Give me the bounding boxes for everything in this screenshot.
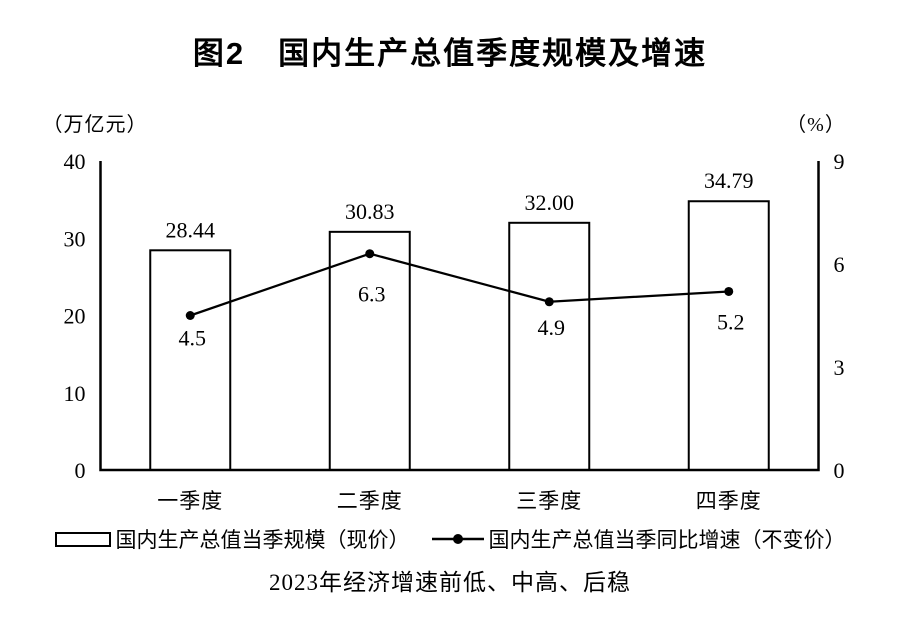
x-axis-category-label-q2: 二季度 bbox=[337, 489, 403, 513]
data-point-marker-q4 bbox=[724, 286, 734, 296]
bar-swatch-icon bbox=[54, 531, 111, 547]
data-point-marker-q2 bbox=[365, 249, 375, 259]
left-axis-tick-label: 30 bbox=[64, 226, 86, 251]
axes-frame bbox=[99, 161, 820, 472]
left-axis-tick-label: 0 bbox=[75, 458, 86, 483]
line-value-label-q2: 6.3 bbox=[358, 282, 386, 307]
bar-value-label-q3: 32.00 bbox=[525, 190, 575, 215]
left-axis-tick-label: 20 bbox=[64, 304, 86, 329]
line-marker-swatch-icon bbox=[431, 532, 484, 546]
line-value-label-q1: 4.5 bbox=[179, 326, 207, 351]
left-axis-tick-label: 40 bbox=[64, 149, 86, 174]
right-axis-tick-label: 6 bbox=[834, 252, 845, 277]
left-axis-unit-label: （万亿元） bbox=[43, 113, 148, 136]
bar-value-label-q2: 30.83 bbox=[345, 199, 395, 224]
bar-q2 bbox=[328, 230, 411, 471]
growth-rate-line bbox=[189, 252, 729, 317]
line-value-label-q4: 5.2 bbox=[717, 309, 745, 334]
legend: 国内生产总值当季规模（现价） 国内生产总值当季同比增速（不变价） bbox=[0, 524, 900, 554]
data-point-marker-q1 bbox=[185, 311, 195, 320]
legend-item-line-series: 国内生产总值当季同比增速（不变价） bbox=[431, 524, 846, 554]
chart-title: 图2 国内生产总值季度规模及增速 bbox=[192, 36, 708, 71]
bar-q1 bbox=[149, 249, 232, 471]
right-axis-unit-label: （%） bbox=[786, 113, 846, 136]
left-axis-tick-label: 10 bbox=[64, 381, 86, 406]
plot-area: 28.44 30.83 32.00 34.79 0 10 20 30 40 0 3 6 9 （万亿元） （%… bbox=[43, 113, 846, 513]
x-axis-category-label-q4: 四季度 bbox=[696, 489, 762, 513]
bar-value-label-q4: 34.79 bbox=[704, 168, 754, 193]
right-axis-tick-label: 9 bbox=[834, 149, 845, 174]
bar-q3 bbox=[508, 221, 591, 471]
right-axis-tick-label: 3 bbox=[834, 355, 845, 380]
legend-label-line-series: 国内生产总值当季同比增速（不变价） bbox=[488, 528, 846, 552]
right-axis-tick-label: 0 bbox=[834, 458, 845, 483]
bar-q4 bbox=[687, 200, 770, 471]
x-axis-category-label-q1: 一季度 bbox=[157, 489, 223, 513]
x-axis-category-label-q3: 三季度 bbox=[516, 489, 582, 513]
chart-caption: 2023年经济增速前低、中高、后稳 bbox=[269, 570, 631, 595]
legend-item-bar-series: 国内生产总值当季规模（现价） bbox=[54, 524, 410, 554]
legend-label-bar-series: 国内生产总值当季规模（现价） bbox=[115, 528, 410, 552]
bar-value-label-q1: 28.44 bbox=[166, 217, 216, 242]
line-value-label-q3: 4.9 bbox=[538, 315, 566, 340]
data-point-marker-q3 bbox=[544, 297, 554, 307]
